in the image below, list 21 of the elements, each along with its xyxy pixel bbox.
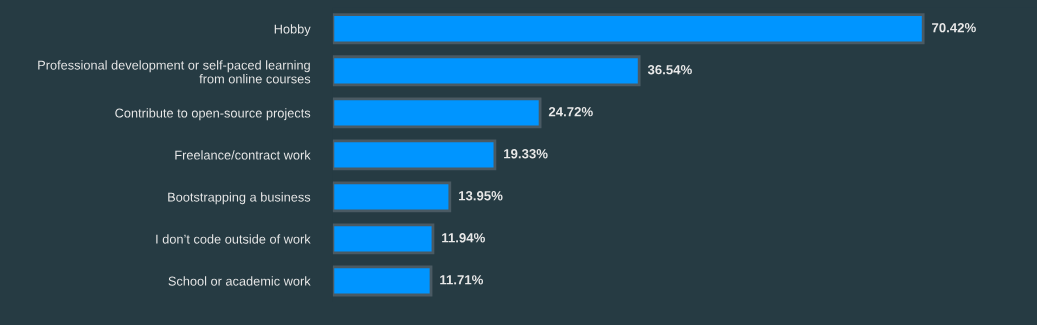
data-label: 36.54% [647, 65, 692, 75]
data-label: 24.72% [548, 107, 593, 117]
y-tick-label: Freelance/contract work [175, 150, 311, 160]
y-tick-label: Hobby [274, 24, 311, 37]
bar [332, 13, 925, 45]
y-tick-label: Contribute to open-source projects [115, 108, 311, 121]
y-tick-label: Bootstrapping a business [168, 192, 311, 205]
bar [332, 181, 452, 213]
y-tick-label: Professional development or self-paced learning from online courses [38, 60, 311, 84]
data-label: 19.33% [504, 149, 548, 159]
data-label: 13.95% [458, 191, 503, 201]
bar [332, 265, 433, 297]
bar [332, 139, 497, 171]
bar [332, 55, 641, 87]
data-label: 11.71% [440, 275, 484, 285]
bar [332, 223, 435, 255]
y-tick-label: School or academic work [168, 276, 311, 286]
y-tick-label: I don’t code outside of work [156, 234, 311, 244]
data-label: 70.42% [932, 23, 976, 33]
data-label: 11.94% [442, 233, 485, 243]
bar [332, 97, 542, 129]
